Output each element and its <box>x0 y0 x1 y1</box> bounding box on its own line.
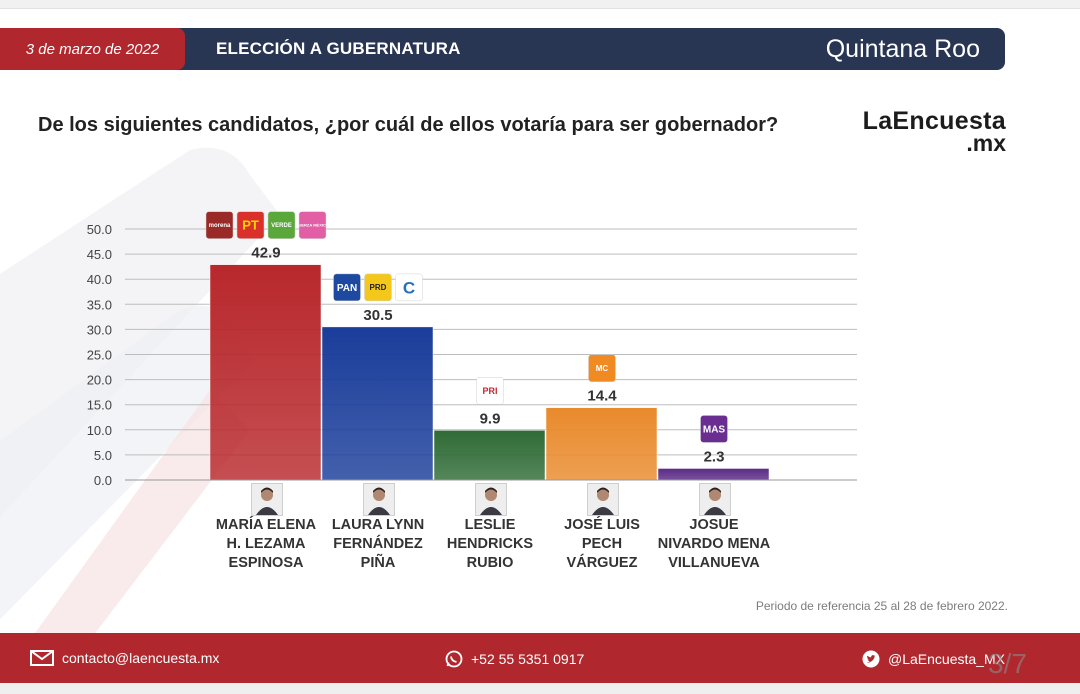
bar <box>209 264 322 481</box>
twitter-icon <box>862 650 880 668</box>
page-number: 3/7 <box>988 648 1027 679</box>
election-title: ELECCIÓN A GUBERNATURA <box>216 39 461 58</box>
party-logo: PAN <box>333 273 361 302</box>
state-name: Quintana Roo <box>825 35 980 63</box>
party-logo-background <box>588 354 616 382</box>
y-tick-label: 50.0 <box>87 222 112 237</box>
bar <box>657 468 770 481</box>
party-logo: PRI <box>476 377 504 405</box>
y-tick-label: 10.0 <box>87 423 112 438</box>
mail-icon <box>30 650 54 666</box>
party-logo: MAS <box>700 415 728 443</box>
party-logo-background <box>267 211 296 239</box>
candidate-photo <box>587 483 619 516</box>
party-logo-label: PRD <box>370 283 387 292</box>
phone-text: +52 55 5351 0917 <box>471 651 585 667</box>
value-label: 30.5 <box>363 307 392 324</box>
avatar-icon <box>256 487 278 515</box>
party-logo: FUERZA MÉXICO <box>296 211 329 239</box>
party-logo: PT <box>236 211 265 239</box>
email-text: contacto@laencuesta.mx <box>62 650 220 666</box>
party-logo: morena <box>205 211 234 239</box>
party-logo-label: PT <box>242 218 259 233</box>
party-logo-label: VERDE <box>271 223 292 229</box>
whatsapp-icon <box>445 650 463 668</box>
party-logo-background <box>236 211 265 239</box>
candidate-name: JOSÉ LUIS PECH VÁRGUEZ <box>564 517 640 571</box>
survey-question: De los siguientes candidatos, ¿por cuál … <box>38 114 779 136</box>
value-label: 2.3 <box>704 448 725 465</box>
avatar-icon <box>592 487 614 515</box>
bar <box>433 430 546 481</box>
party-logo: MC <box>588 354 616 382</box>
party-logo-label: PAN <box>337 283 357 294</box>
avatar-icon <box>368 487 390 515</box>
candidate-photo <box>251 483 283 516</box>
avatar-icon <box>480 487 502 515</box>
footer-twitter[interactable]: @LaEncuesta_MX <box>862 650 1005 668</box>
party-logo: PRD <box>364 273 392 302</box>
footer-email[interactable]: contacto@laencuesta.mx <box>30 650 219 666</box>
candidate-name: JOSUE NIVARDO MENA VILLANUEVA <box>657 517 771 571</box>
footer-phone[interactable]: +52 55 5351 0917 <box>445 650 584 668</box>
top-border <box>0 0 1080 9</box>
party-logo-background <box>700 415 728 443</box>
candidate-name: MARÍA ELENA H. LEZAMA ESPINOSA <box>215 517 317 571</box>
footer-bottom-strip <box>0 683 1080 694</box>
logo-line-1: LaEncuesta <box>862 107 1006 135</box>
y-tick-label: 40.0 <box>87 272 112 287</box>
y-tick-label: 30.0 <box>87 322 112 337</box>
party-logo-background <box>298 211 327 239</box>
y-tick-label: 5.0 <box>94 448 112 463</box>
candidate-name: LESLIE HENDRICKS RUBIO <box>446 517 534 571</box>
footer: contacto@laencuesta.mx +52 55 5351 0917 … <box>0 633 1080 683</box>
y-tick-label: 45.0 <box>87 247 112 262</box>
y-tick-label: 25.0 <box>87 348 112 363</box>
bar <box>321 326 434 481</box>
party-logo-label: morena <box>209 223 231 229</box>
y-tick-label: 35.0 <box>87 297 112 312</box>
reference-note: Periodo de referencia 25 al 28 de febrer… <box>755 599 1008 613</box>
y-tick-label: 20.0 <box>87 373 112 388</box>
candidate-photo <box>363 483 395 516</box>
party-logo-background <box>364 273 392 302</box>
party-logo: C <box>395 273 423 302</box>
avatar-icon <box>704 487 726 515</box>
party-logo: VERDE <box>267 211 296 239</box>
party-logo-background <box>205 211 234 239</box>
value-label: 9.9 <box>480 410 501 427</box>
logo-line-2: .mx <box>966 130 1006 156</box>
y-tick-label: 15.0 <box>87 398 112 413</box>
y-tick-label: 0.0 <box>94 473 112 488</box>
candidate-photo <box>699 483 731 516</box>
party-logo-background <box>333 273 361 302</box>
date-text: 3 de marzo de 2022 <box>25 40 160 58</box>
bar <box>545 407 658 481</box>
brand-logo: LaEncuesta .mx <box>862 107 1006 156</box>
party-logo-label: C <box>403 278 415 297</box>
party-logo-background <box>476 377 504 405</box>
candidate-names: MARÍA ELENA H. LEZAMA ESPINOSA LAURA LYNN… <box>0 516 1080 576</box>
party-logo-label: MC <box>596 364 609 373</box>
value-label: 14.4 <box>587 388 617 405</box>
party-logo-background <box>395 273 423 302</box>
party-logo-label: MAS <box>703 424 726 435</box>
value-label: 42.9 <box>251 245 280 262</box>
party-logo-label: FUERZA MÉXICO <box>296 223 329 228</box>
party-logo-label: PRI <box>482 386 497 396</box>
date-badge: 3 de marzo de 2022 <box>0 28 185 70</box>
candidate-name: LAURA LYNN FERNÁNDEZ PIÑA <box>331 517 425 571</box>
candidate-photo <box>475 483 507 516</box>
twitter-text: @LaEncuesta_MX <box>888 651 1005 667</box>
